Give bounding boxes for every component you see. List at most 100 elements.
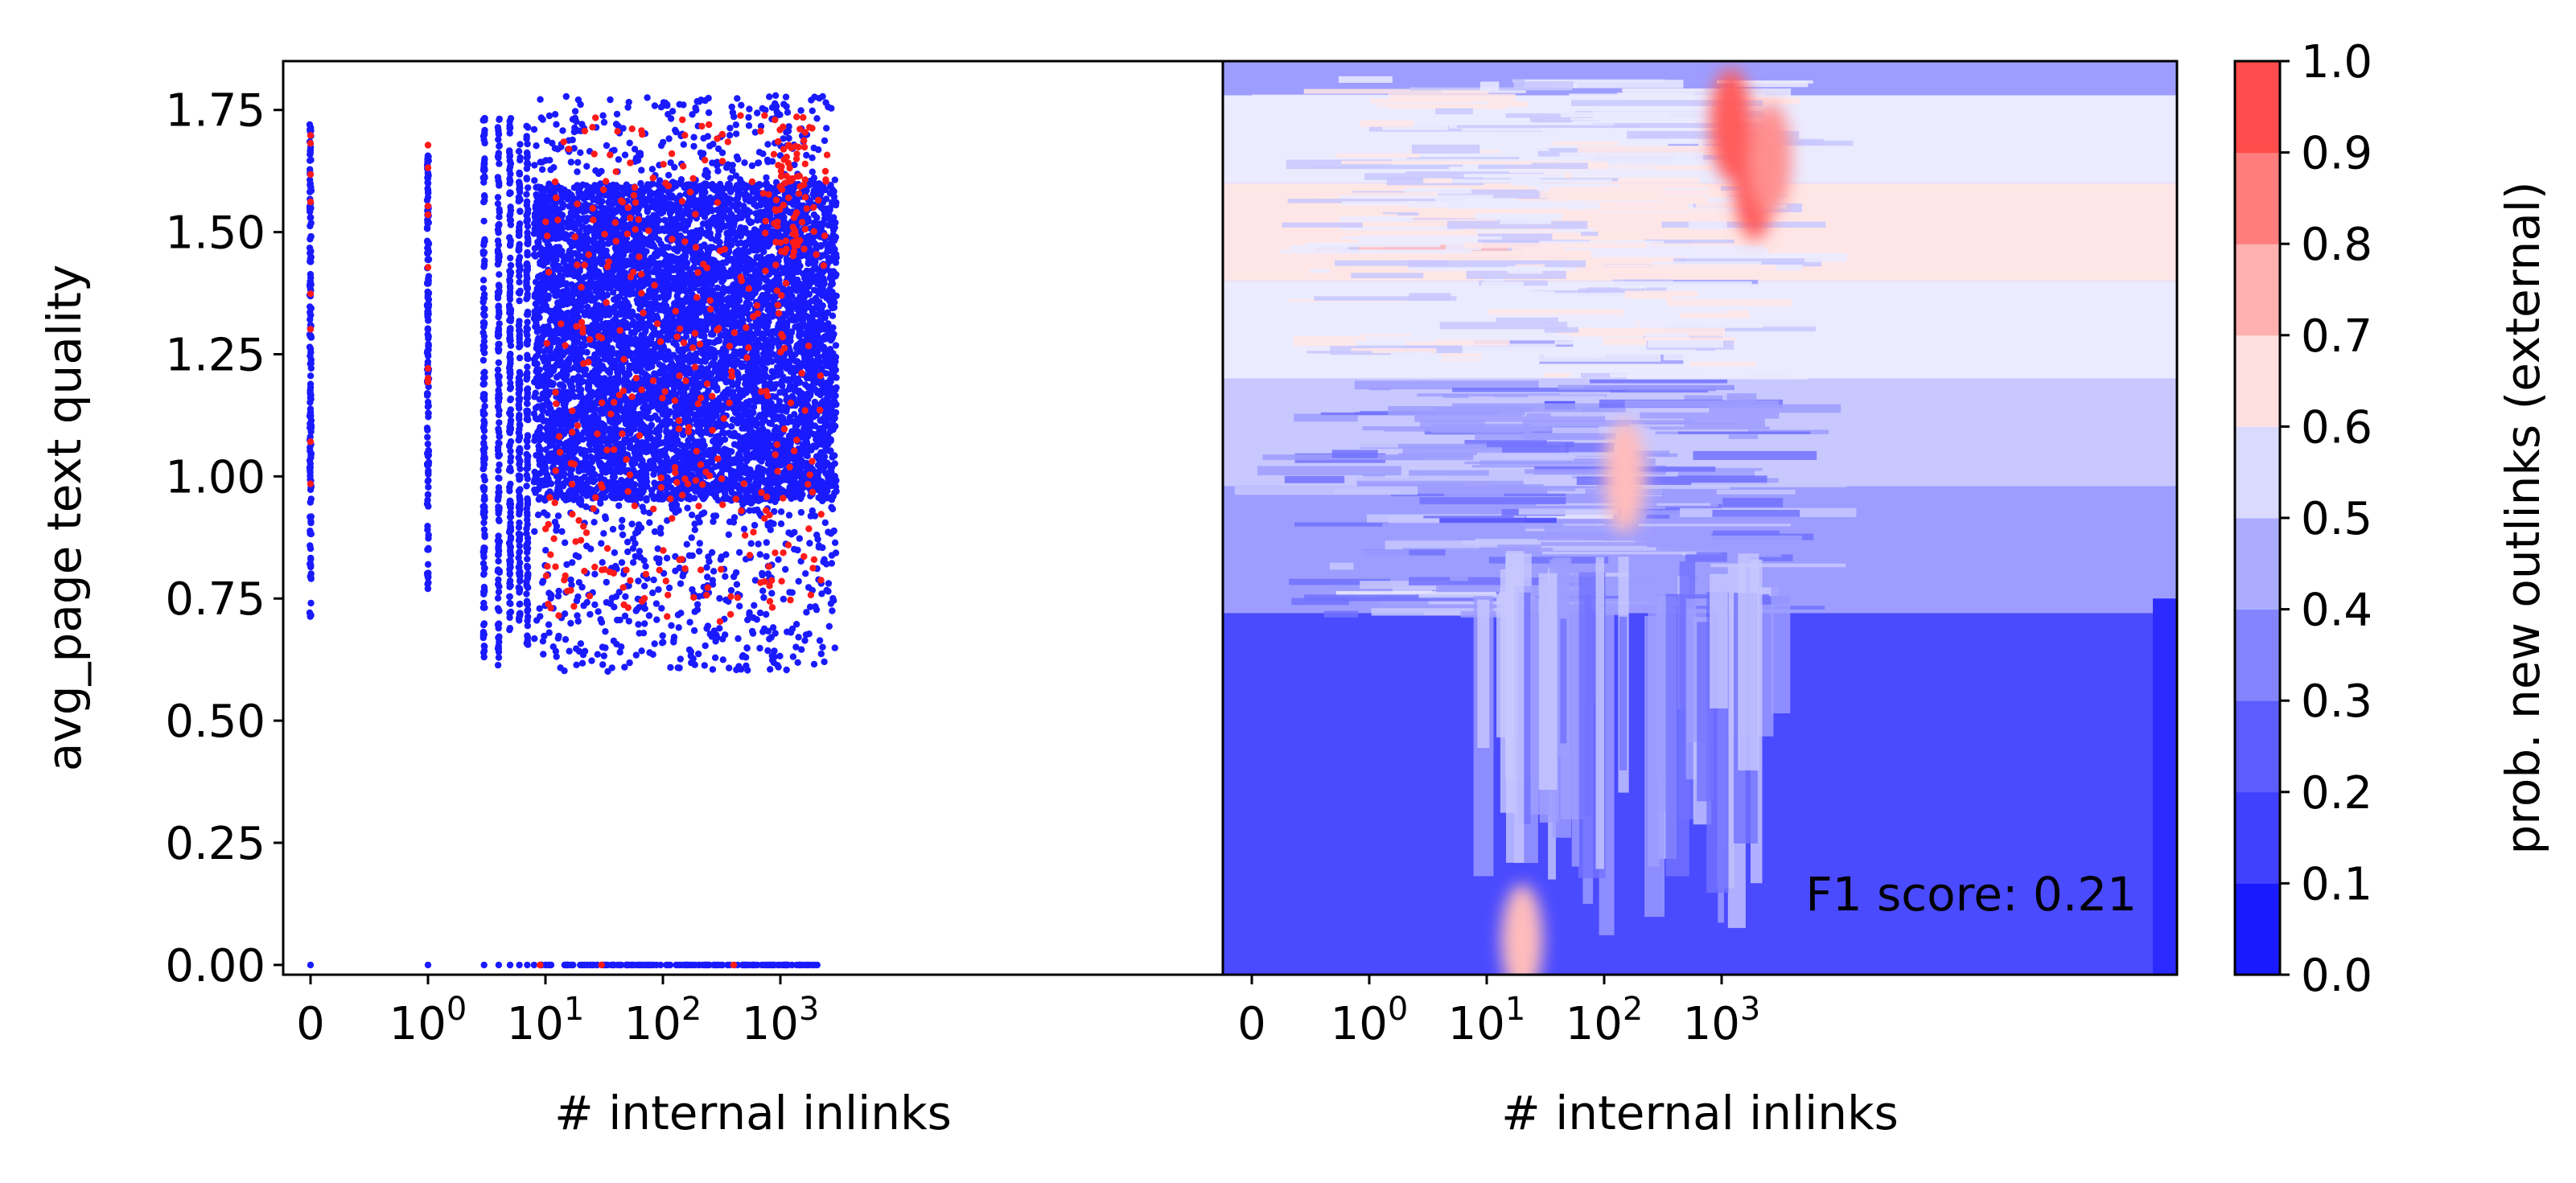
scatter-point <box>816 637 824 644</box>
scatter-point <box>507 608 515 616</box>
scatter-point <box>307 150 314 158</box>
scatter-point <box>677 580 685 587</box>
scatter-point <box>307 451 315 458</box>
scatter-point <box>591 570 599 578</box>
scatter-point <box>495 489 502 496</box>
scatter-point <box>523 483 530 490</box>
scatter-point <box>424 325 431 332</box>
scatter-point <box>574 612 581 619</box>
scatter-point <box>480 136 488 143</box>
scatter-point <box>494 605 502 612</box>
scatter-point <box>523 340 531 347</box>
scatter-point <box>515 487 523 495</box>
scatter-point <box>479 375 488 382</box>
scatter-point <box>479 250 488 257</box>
scatter-point <box>496 307 503 314</box>
scatter-point <box>794 659 801 666</box>
scatter-point <box>480 192 488 199</box>
scatter-point <box>425 532 432 539</box>
scatter-point <box>813 532 821 539</box>
scatter-point <box>802 570 809 577</box>
scatter-point <box>424 216 431 224</box>
scatter-point <box>425 333 432 340</box>
scatter-point <box>516 253 524 261</box>
scatter-point <box>562 539 569 546</box>
scatter-point <box>424 174 431 181</box>
scatter-point <box>801 637 809 644</box>
scatter-point <box>481 643 488 651</box>
scatter-point <box>756 644 763 652</box>
scatter-point <box>481 160 488 167</box>
scatter-point <box>495 333 502 340</box>
scatter-point <box>307 214 315 221</box>
scatter-point <box>594 651 601 658</box>
scatter-point <box>480 599 488 607</box>
scatter-point <box>507 285 514 292</box>
scatter-point <box>711 961 719 969</box>
scatter-point <box>480 496 488 503</box>
scatter-point <box>496 433 503 440</box>
scatter-point <box>537 158 544 166</box>
scatter-point <box>507 337 514 344</box>
scatter-point <box>506 353 513 360</box>
scatter-point <box>307 573 314 580</box>
scatter-point <box>306 413 314 420</box>
scatter-point <box>523 465 530 473</box>
scatter-point <box>538 166 546 173</box>
scatter-point <box>745 122 753 129</box>
scatter-point <box>525 184 532 191</box>
scatter-point <box>821 658 828 666</box>
scatter-point <box>507 467 514 474</box>
scatter-point <box>495 387 502 394</box>
scatter-point <box>480 461 488 468</box>
scatter-point <box>425 340 432 347</box>
scatter-point <box>496 221 503 229</box>
scatter-point <box>725 531 732 538</box>
scatter-point <box>635 577 642 585</box>
scatter-point <box>496 346 503 354</box>
scatter-point <box>683 540 690 548</box>
scatter-point <box>641 620 648 627</box>
scatter-point <box>618 643 625 651</box>
scatter-point <box>604 667 611 676</box>
scatter-point <box>425 248 433 256</box>
scatter-point <box>494 194 502 201</box>
scatter-point <box>525 606 532 614</box>
scatter-point <box>494 200 502 207</box>
scatter-point <box>524 274 531 282</box>
scatter-point <box>515 148 523 155</box>
scatter-point <box>673 961 680 969</box>
scatter-point <box>507 480 514 487</box>
scatter-point <box>516 600 524 608</box>
scatter-point <box>810 660 818 668</box>
scatter-point <box>495 313 502 321</box>
scatter-point <box>793 961 800 969</box>
scatter-point <box>424 426 431 433</box>
scatter-point <box>307 423 315 430</box>
scatter-point <box>480 241 488 249</box>
scatter-point <box>495 453 502 460</box>
scatter-point <box>602 628 609 635</box>
scatter-point <box>516 354 524 362</box>
scatter-point <box>524 622 532 630</box>
scatter-point <box>516 433 524 442</box>
scatter-point <box>516 405 523 412</box>
scatter-point <box>423 224 431 232</box>
scatter-point <box>507 178 514 185</box>
scatter-point <box>480 333 488 340</box>
scatter-point <box>480 433 488 441</box>
scatter-point <box>564 961 572 969</box>
scatter-point <box>524 535 532 542</box>
scatter-point <box>425 573 432 581</box>
scatter-point <box>479 277 488 284</box>
scatter-point <box>496 419 503 426</box>
scatter-point <box>425 503 432 510</box>
scatter-point <box>524 509 531 516</box>
scatter-point <box>635 621 642 628</box>
scatter-point <box>307 372 315 380</box>
scatter-point <box>515 261 523 269</box>
scatter-point <box>801 961 809 969</box>
scatter-point <box>516 492 523 500</box>
scatter-point <box>479 484 487 492</box>
